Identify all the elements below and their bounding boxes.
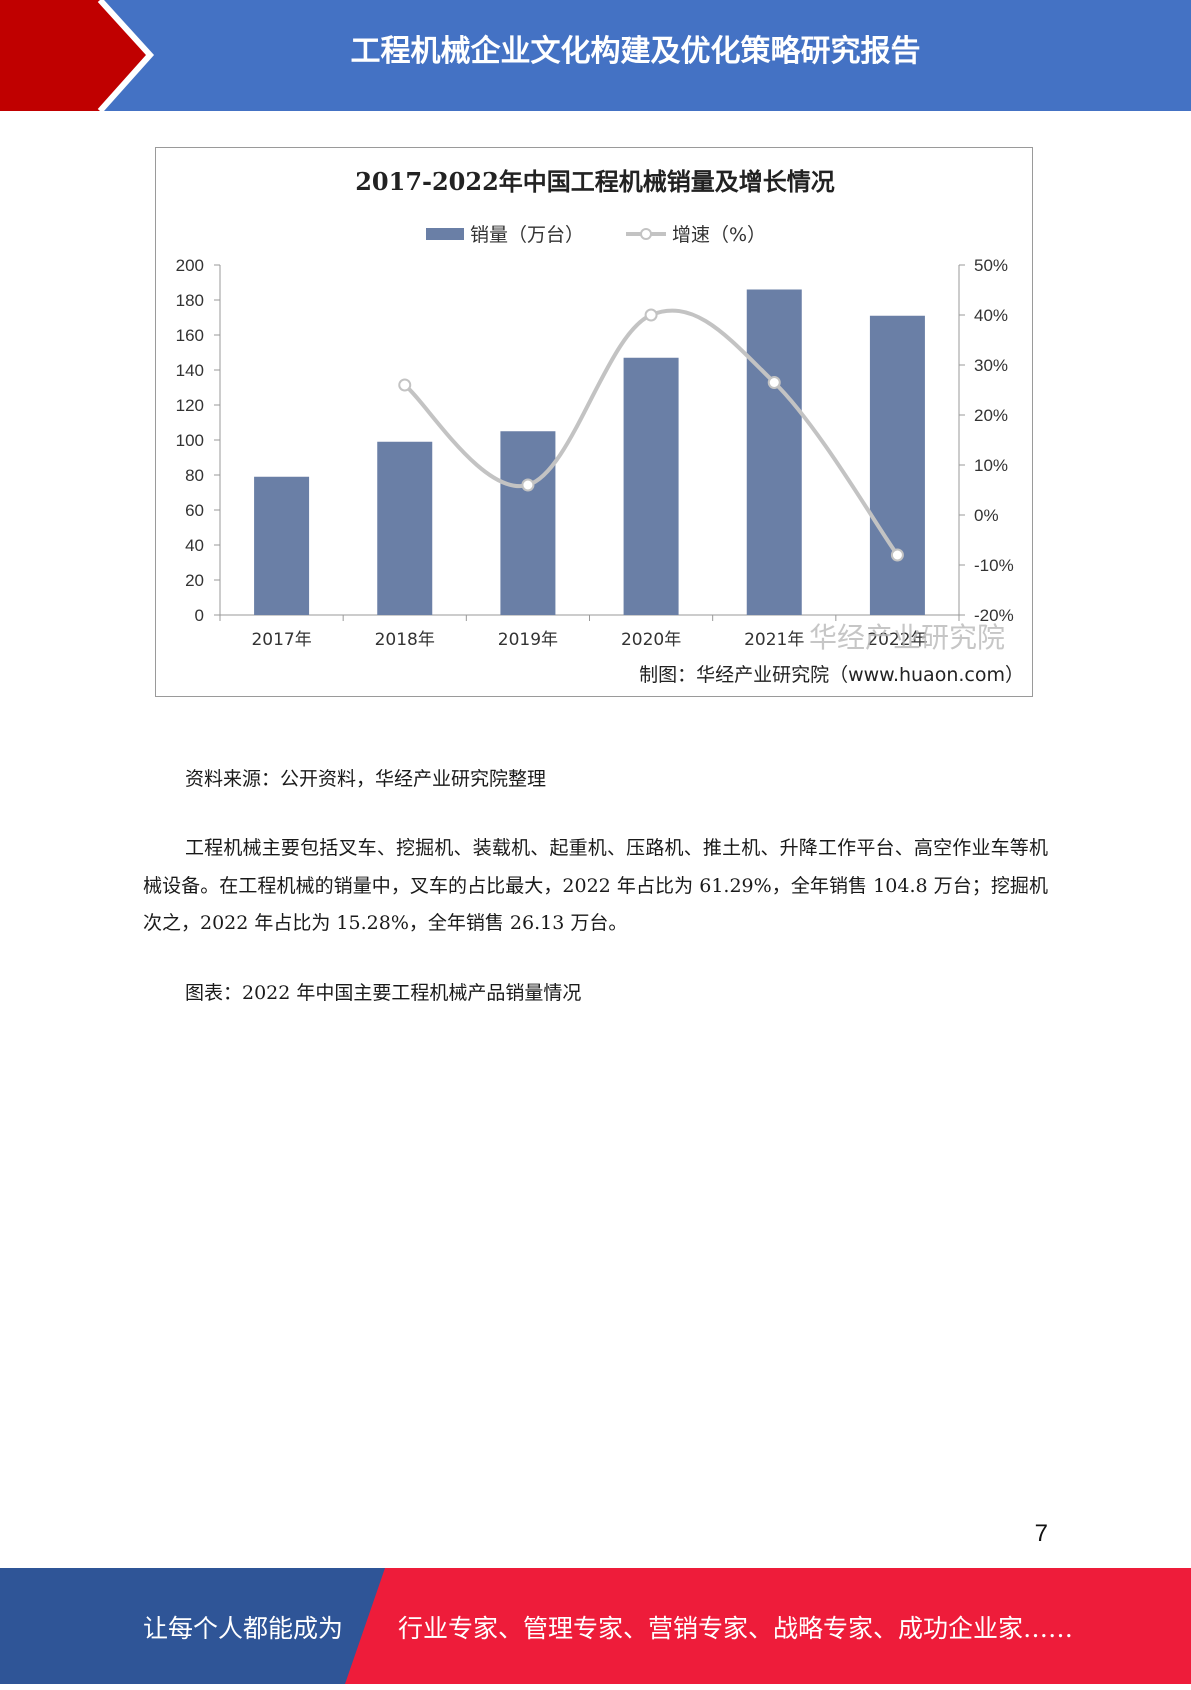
y-left-tick-label: 160: [176, 326, 204, 345]
y-left-tick-label: 0: [195, 606, 204, 625]
y-right-tick-label: -10%: [974, 556, 1014, 575]
bar: [254, 476, 310, 615]
y-right-tick-label: 50%: [974, 256, 1008, 275]
page-number: 7: [1034, 1520, 1048, 1547]
y-left-tick-label: 180: [176, 291, 204, 310]
bar: [500, 431, 556, 615]
y-left-tick-label: 40: [185, 536, 204, 555]
source-note: 资料来源：公开资料，华经产业研究院整理: [185, 768, 547, 790]
legend-bar-label: 销量（万台）: [470, 224, 584, 246]
bar: [746, 289, 802, 615]
x-tick-label: 2017年: [251, 630, 311, 650]
x-tick-label: 2020年: [621, 630, 681, 650]
growth-point: [644, 308, 658, 322]
growth-point: [890, 548, 904, 562]
legend-line-marker: [640, 228, 652, 240]
y-right-tick-label: 20%: [974, 406, 1008, 425]
y-right-tick-label: 0%: [974, 506, 999, 525]
bar: [623, 357, 679, 615]
footer-slogan-left: 让每个人都能成为: [143, 1614, 344, 1643]
x-tick-label: 2019年: [498, 630, 558, 650]
footer-banner: [0, 1568, 1191, 1684]
page-footer: 让每个人都能成为 行业专家、管理专家、营销专家、战略专家、成功企业家……: [0, 1568, 1191, 1684]
legend-line-label: 增速（%）: [672, 224, 766, 246]
y-right-tick-label: 10%: [974, 456, 1008, 475]
y-left-tick-label: 60: [185, 501, 204, 520]
legend-bar-swatch: [426, 228, 464, 240]
chart-title: 2017-2022年中国工程机械销量及增长情况: [355, 167, 835, 196]
body-paragraph: 工程机械主要包括叉车、挖掘机、装载机、起重机、压路机、推土机、升降工作平台、高空…: [143, 837, 1048, 934]
y-left-tick-label: 20: [185, 571, 204, 590]
bar: [869, 315, 925, 615]
bar: [377, 441, 433, 615]
y-left-tick-label: 80: [185, 466, 204, 485]
sales-chart: 2017-2022年中国工程机械销量及增长情况销量（万台） 增速（%） 0 20 40 6…: [155, 147, 1033, 697]
figure-caption: 图表：2022 年中国主要工程机械产品销量情况: [185, 982, 582, 1004]
growth-point: [398, 378, 412, 392]
page-header: 工程机械企业文化构建及优化策略研究报告: [0, 0, 1191, 111]
x-tick-label: 2022年: [867, 630, 927, 650]
y-left-tick-label: 120: [176, 396, 204, 415]
footer-slogan-right: 行业专家、管理专家、营销专家、战略专家、成功企业家……: [398, 1614, 1074, 1643]
y-left-tick-label: 100: [176, 431, 204, 450]
y-left-tick-label: 140: [176, 361, 204, 380]
y-right-tick-label: 30%: [974, 356, 1008, 375]
y-left-tick-label: 200: [176, 256, 204, 275]
y-right-tick-label: 40%: [974, 306, 1008, 325]
x-tick-label: 2021年: [744, 630, 804, 650]
chart-credit: 制图：华经产业研究院（www.huaon.com）: [639, 664, 1024, 686]
x-tick-label: 2018年: [375, 630, 435, 650]
growth-point: [767, 376, 781, 389]
report-title: 工程机械企业文化构建及优化策略研究报告: [350, 34, 921, 69]
growth-point: [521, 478, 535, 492]
header-banner: [0, 0, 1191, 111]
watermark-text: 华经产业研究院: [809, 621, 1005, 654]
y-right-tick-label: -20%: [974, 606, 1014, 625]
